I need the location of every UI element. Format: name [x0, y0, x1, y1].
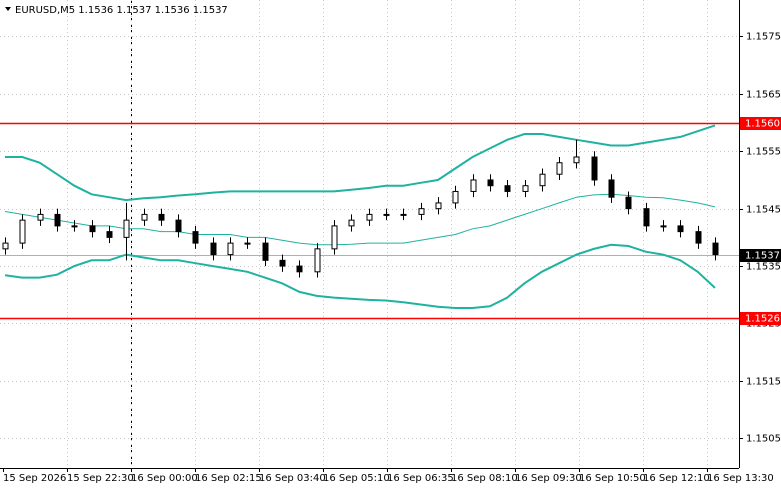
x-tick-label: 16 Sep 00:00: [131, 473, 198, 484]
candle-body: [262, 242, 269, 261]
x-tick-label: 16 Sep 02:15: [195, 473, 262, 484]
x-tick-label: 15 Sep 22:30: [67, 473, 134, 484]
x-tick-label: 16 Sep 10:50: [579, 473, 646, 484]
x-tick-label: 16 Sep 09:30: [515, 473, 582, 484]
candle-body: [244, 242, 251, 245]
candle-body: [89, 225, 96, 233]
candle-body: [522, 185, 529, 192]
current-price-label: 1.1537: [745, 251, 780, 262]
candle-body: [625, 196, 632, 210]
candle-body: [591, 156, 598, 181]
candle-body: [106, 231, 113, 238]
candle-body: [314, 248, 321, 273]
candle-body: [210, 242, 217, 256]
candle-body: [279, 259, 286, 267]
candle-body: [504, 185, 511, 192]
x-tick-label: 16 Sep 12:10: [643, 473, 710, 484]
y-tick-label: 1.1555: [746, 147, 781, 158]
upper-band: [5, 124, 716, 202]
y-tick-label: 1.1545: [746, 205, 781, 216]
x-tick-label: 16 Sep 08:10: [451, 473, 518, 484]
candle-body: [660, 225, 667, 228]
menu-arrow[interactable]: [5, 7, 11, 11]
candle-body: [470, 179, 477, 192]
candle-body: [123, 219, 130, 238]
candle-body: [71, 225, 78, 228]
chart-title: EURUSD,M5 1.1536 1.1537 1.1536 1.1537: [15, 5, 228, 16]
candle-body: [400, 213, 407, 216]
candle-body: [539, 173, 546, 187]
candle-body: [54, 213, 61, 227]
candle-body: [331, 225, 338, 250]
lower-band: [4, 243, 716, 309]
y-tick-label: 1.1505: [746, 434, 781, 445]
y-tick-label: 1.1515: [746, 377, 781, 388]
candle-body: [296, 265, 303, 273]
candle-body: [348, 219, 355, 227]
x-tick-label: 16 Sep 05:10: [323, 473, 390, 484]
candle-body: [487, 179, 494, 187]
x-tick-label: 16 Sep 06:35: [387, 473, 454, 484]
candle-body: [556, 162, 563, 175]
candle-body: [158, 213, 165, 221]
candle-body: [227, 242, 234, 256]
middle-band: [4, 193, 716, 246]
level-label: 1.1526: [745, 314, 780, 325]
candle-body: [608, 179, 615, 198]
candle-body: [2, 242, 9, 250]
y-tick-label: 1.1565: [746, 90, 781, 101]
y-tick-label: 1.1535: [746, 262, 781, 273]
candle-body: [452, 190, 459, 204]
candle-body: [19, 219, 26, 244]
candle-body: [435, 202, 442, 210]
candle-body: [37, 213, 44, 221]
candle-body: [573, 156, 580, 164]
candle-body: [643, 208, 650, 227]
x-tick-label: 15 Sep 2026: [3, 473, 66, 484]
candle-body: [383, 213, 390, 216]
level-label-box: [740, 312, 781, 325]
candle-body: [175, 219, 182, 233]
candle-body: [141, 213, 148, 221]
level-label: 1.1560: [745, 119, 780, 130]
current-price-box: [740, 249, 781, 262]
candle-body: [418, 208, 425, 215]
candle-body: [695, 231, 702, 244]
candle-body: [712, 242, 719, 256]
candle-body: [192, 231, 199, 244]
x-tick-label: 16 Sep 13:30: [707, 473, 774, 484]
y-tick-label: 1.1575: [746, 32, 781, 43]
candle-body: [366, 213, 373, 221]
candle-body: [677, 225, 684, 233]
level-label-box: [740, 117, 781, 130]
x-tick-label: 16 Sep 03:40: [259, 473, 326, 484]
